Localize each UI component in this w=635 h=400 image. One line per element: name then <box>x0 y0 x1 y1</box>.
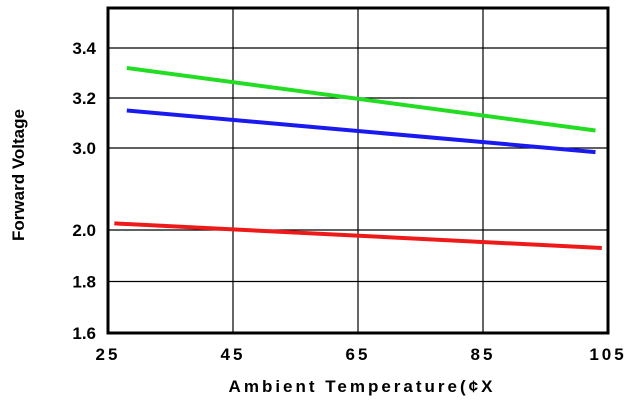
x-tick-label: 85 <box>471 345 496 364</box>
y-tick-label: 1.6 <box>72 324 96 343</box>
plot-frame <box>106 6 610 335</box>
y-tick-labels: 1.6 1.8 2.0 3.0 3.2 3.4 <box>72 39 96 343</box>
x-tick-labels: 25 45 65 85 105 <box>96 345 626 364</box>
y-tick-label: 1.8 <box>72 273 96 292</box>
grid <box>107 8 609 334</box>
series-line-1 <box>126 108 596 155</box>
series-lines <box>114 66 602 250</box>
x-tick-label: 65 <box>346 345 371 364</box>
x-axis-title: Ambient Temperature(¢X <box>229 377 496 396</box>
y-tick-label: 3.4 <box>72 39 96 58</box>
series-line-0 <box>126 66 596 133</box>
y-tick-label: 3.2 <box>72 89 96 108</box>
x-tick-label: 25 <box>96 345 121 364</box>
y-tick-label: 3.0 <box>72 139 96 158</box>
series-line-2 <box>114 221 602 250</box>
x-tick-label: 45 <box>221 345 246 364</box>
y-axis-title: Forward Voltage <box>9 109 28 241</box>
y-tick-label: 2.0 <box>72 221 96 240</box>
x-tick-label: 105 <box>589 345 626 364</box>
